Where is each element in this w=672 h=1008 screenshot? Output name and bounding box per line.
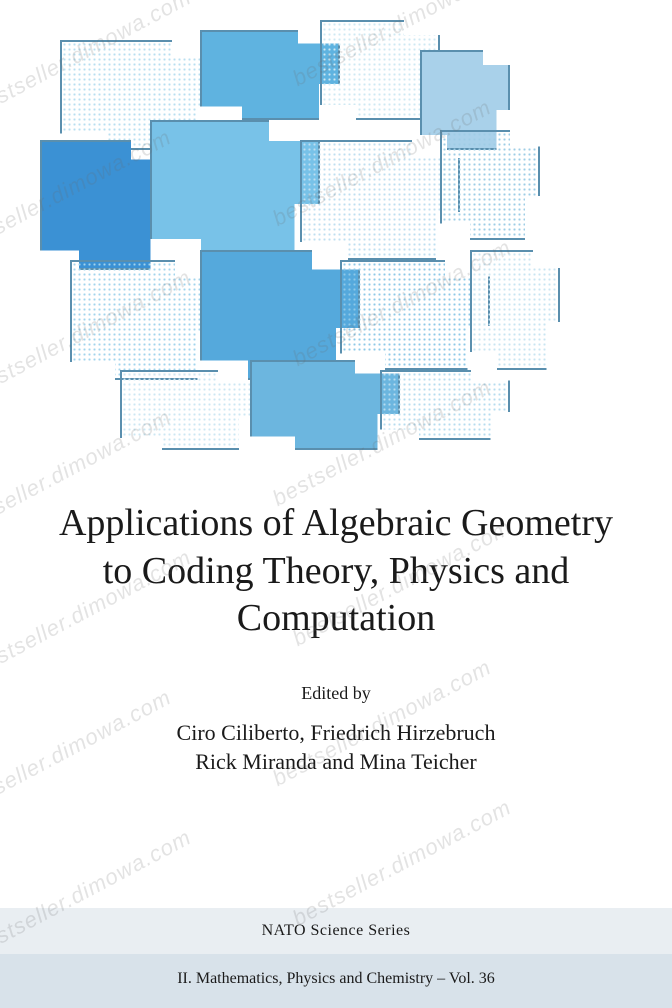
graphic-shape xyxy=(380,370,510,440)
book-title: Applications of Algebraic Geometry to Co… xyxy=(50,500,622,643)
graphic-shape xyxy=(120,370,260,450)
volume-line: II. Mathematics, Physics and Chemistry –… xyxy=(177,970,495,987)
graphic-shape xyxy=(470,250,560,370)
graphic-shape xyxy=(150,120,320,260)
spacer xyxy=(0,777,672,908)
bottom-band: II. Mathematics, Physics and Chemistry –… xyxy=(0,954,672,1008)
graphic-shape xyxy=(440,130,540,240)
editors-line-2: Rick Miranda and Mina Teicher xyxy=(50,747,622,777)
series-band: NATO Science Series xyxy=(0,908,672,954)
graphic-shape xyxy=(200,30,340,120)
book-cover: Applications of Algebraic Geometry to Co… xyxy=(0,0,672,1008)
graphic-shape xyxy=(70,260,220,380)
series-label: NATO Science Series xyxy=(262,922,411,939)
editors-line-1: Ciro Ciliberto, Friedrich Hirzebruch xyxy=(50,718,622,748)
graphic-shape xyxy=(340,260,490,370)
graphic-shape xyxy=(250,360,400,450)
cover-graphic xyxy=(0,0,672,480)
graphic-shape xyxy=(300,140,460,260)
title-block: Applications of Algebraic Geometry to Co… xyxy=(0,480,672,653)
edited-by-label: Edited by xyxy=(50,683,622,704)
editors-block: Edited by Ciro Ciliberto, Friedrich Hirz… xyxy=(0,653,672,777)
